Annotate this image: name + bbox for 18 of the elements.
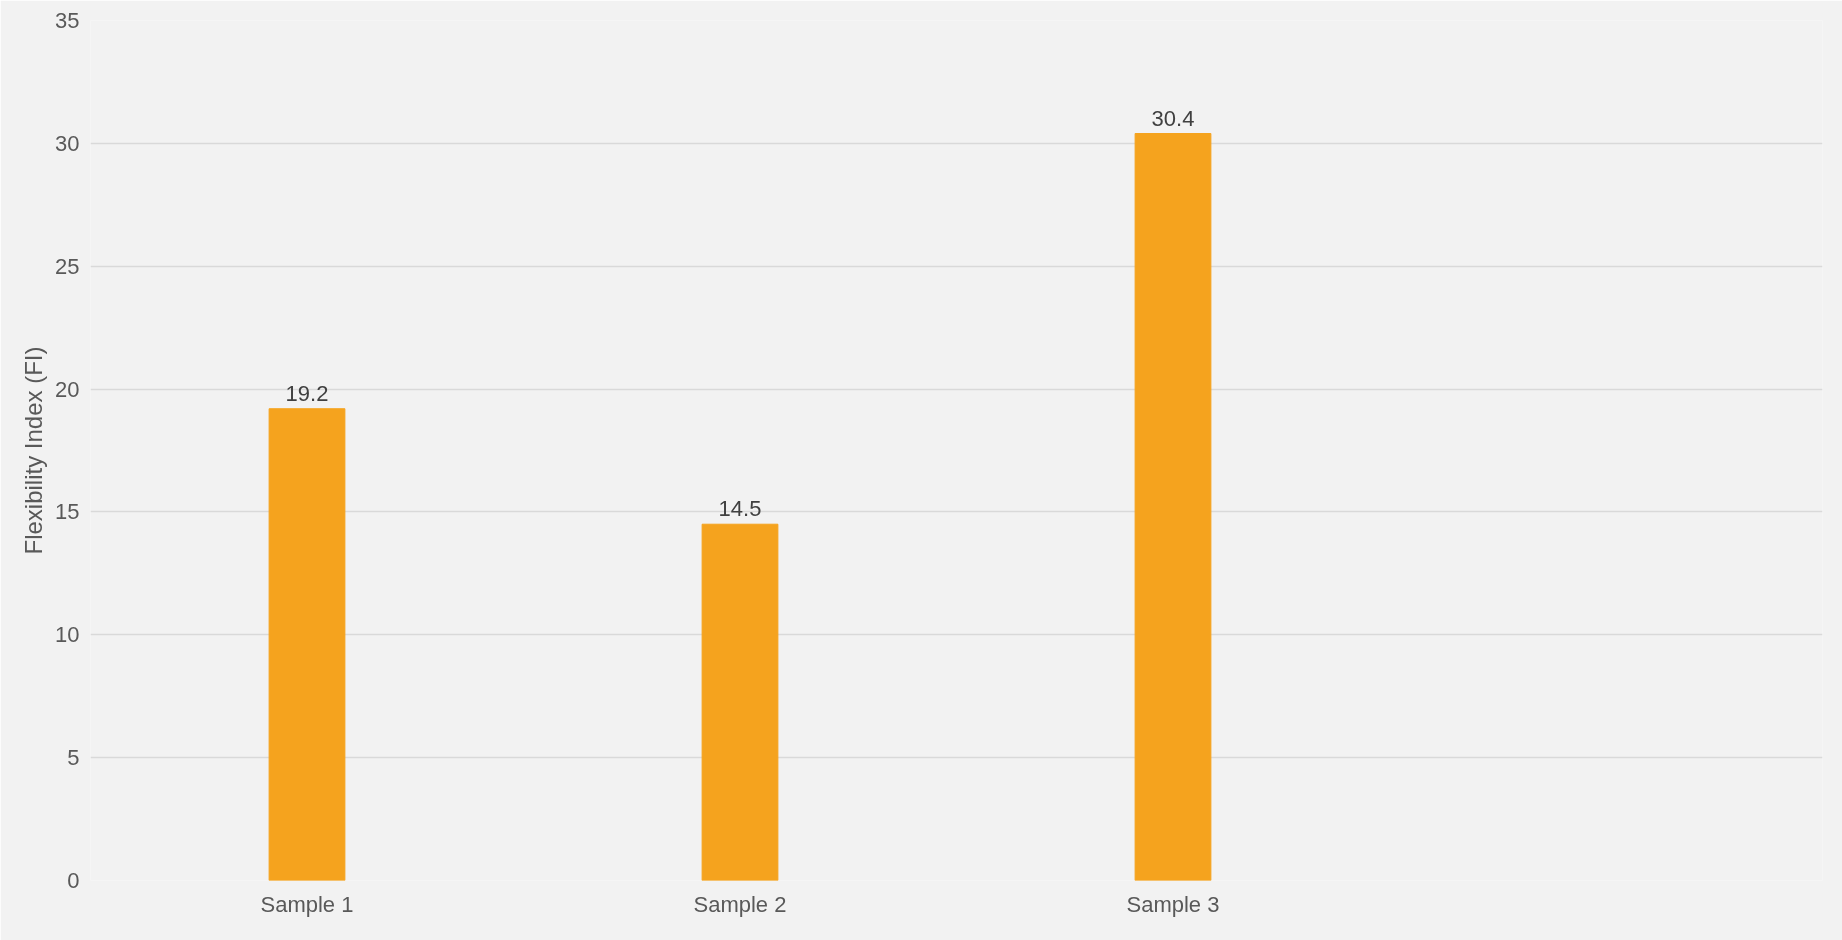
y-tick-label: 0 bbox=[67, 868, 80, 893]
y-tick-label: 25 bbox=[55, 253, 80, 279]
data-label: 14.5 bbox=[718, 496, 762, 522]
y-axis-title: Flexibility Index (FI) bbox=[20, 346, 48, 555]
bar bbox=[268, 408, 346, 881]
y-tick-label: 10 bbox=[55, 622, 80, 648]
y-tick-label: 15 bbox=[55, 499, 80, 525]
x-tick-label: Sample 1 bbox=[260, 891, 354, 917]
y-tick-label: 20 bbox=[55, 376, 80, 402]
data-label: 19.2 bbox=[285, 380, 329, 406]
bar bbox=[1134, 133, 1212, 881]
y-tick-label: 30 bbox=[55, 130, 80, 156]
data-label: 30.4 bbox=[1151, 105, 1195, 131]
x-tick-label: Sample 3 bbox=[1126, 891, 1220, 917]
y-tick-label: 5 bbox=[67, 745, 80, 771]
bar bbox=[701, 523, 779, 881]
y-tick-label: 35 bbox=[55, 8, 80, 33]
x-tick-label: Sample 2 bbox=[693, 891, 787, 917]
